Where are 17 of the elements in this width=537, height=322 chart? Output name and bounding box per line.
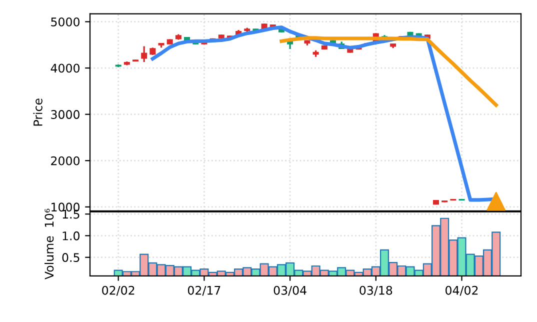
y-tick-label: 1000 [52, 202, 80, 212]
y-tick-label: 5000 [51, 17, 80, 26]
y-tick-label: 4000 [50, 64, 80, 73]
x-tick-label: 03/18 [360, 286, 392, 296]
y-axis-title: Volume 10⁶ [44, 208, 54, 280]
x-tick-label: 03/04 [274, 286, 306, 296]
line-series [280, 36, 498, 107]
y-tick-label: 1.0 [62, 231, 80, 240]
y-tick-label: 3000 [51, 110, 80, 119]
x-tick-label: 02/17 [188, 286, 220, 296]
x-tick-label: 04/02 [446, 286, 478, 296]
y-tick-label: 2000 [51, 156, 80, 166]
y-tick-label: 0.5 [62, 253, 80, 262]
y-tick-label: 1.5 [62, 210, 80, 219]
y-axis-title: Price [33, 98, 42, 126]
x-tick-label: 02/02 [102, 286, 134, 296]
candlestick [141, 45, 148, 63]
